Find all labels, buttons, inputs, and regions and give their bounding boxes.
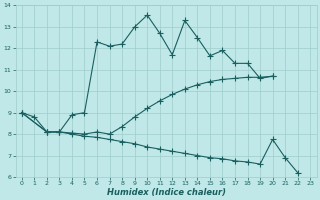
X-axis label: Humidex (Indice chaleur): Humidex (Indice chaleur) xyxy=(107,188,226,197)
